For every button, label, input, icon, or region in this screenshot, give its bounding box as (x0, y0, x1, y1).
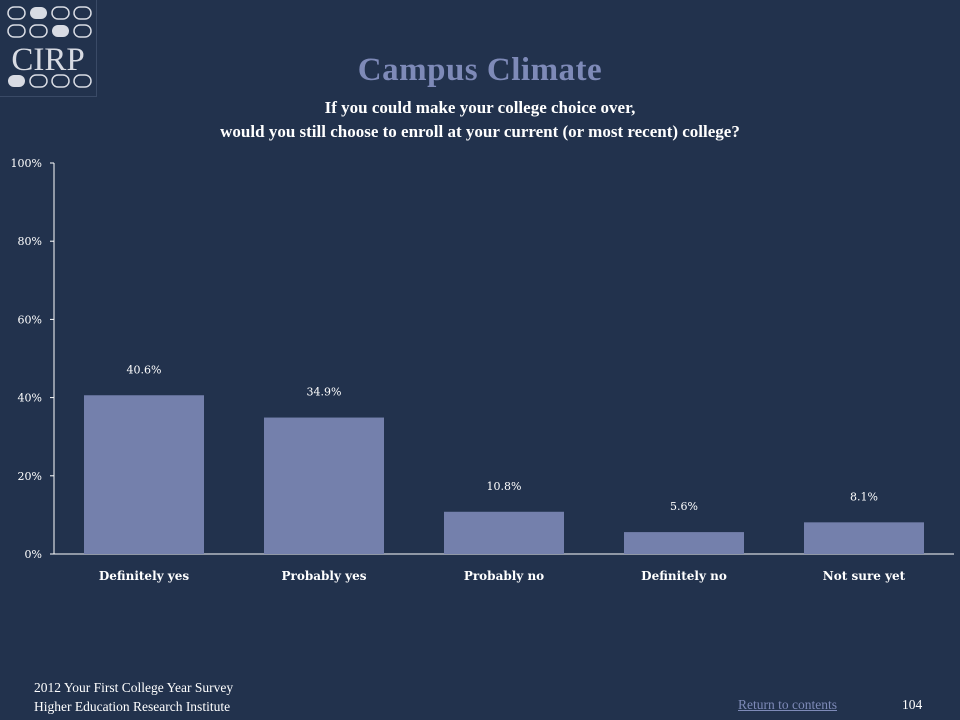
question-text: If you could make your college choice ov… (0, 96, 960, 144)
bar-chart: 0% 20% 40% 60% 80% 100% 40.6% Definitely yes 34.… (11, 157, 954, 583)
data-label: 5.6% (670, 500, 698, 513)
category-label: Not sure yet (823, 569, 906, 583)
cirp-logo: CIRP (0, 0, 97, 97)
survey-name: 2012 Your First College Year Survey (34, 680, 234, 695)
bar (804, 522, 924, 554)
data-label: 8.1% (850, 490, 878, 503)
logo-text: CIRP (11, 42, 84, 78)
y-tick-label: 80% (18, 235, 42, 248)
y-tick-label: 40% (18, 392, 42, 405)
category-label: Definitely yes (99, 569, 190, 583)
data-label: 34.9% (307, 386, 342, 399)
y-tick-label: 20% (18, 470, 42, 483)
page-title: Campus Climate (357, 52, 603, 88)
institute-name: Higher Education Research Institute (34, 699, 231, 714)
y-tick-label: 100% (11, 157, 42, 170)
bar (624, 532, 744, 554)
footer: 2012 Your First College Year Survey High… (34, 678, 233, 716)
bar (444, 511, 564, 554)
data-label: 40.6% (127, 363, 162, 376)
question-line-2: would you still choose to enroll at your… (220, 122, 740, 141)
question-line-1: If you could make your college choice ov… (324, 98, 636, 117)
bar (264, 417, 384, 554)
category-label: Probably yes (282, 569, 367, 583)
y-tick-label: 60% (18, 313, 42, 326)
category-label: Probably no (464, 569, 544, 583)
page-number: 104 (902, 697, 923, 712)
category-label: Definitely no (641, 569, 727, 583)
y-tick-label: 0% (25, 548, 42, 561)
return-to-contents-link[interactable]: Return to contents (738, 697, 837, 712)
bar (84, 395, 204, 554)
data-label: 10.8% (487, 480, 522, 493)
